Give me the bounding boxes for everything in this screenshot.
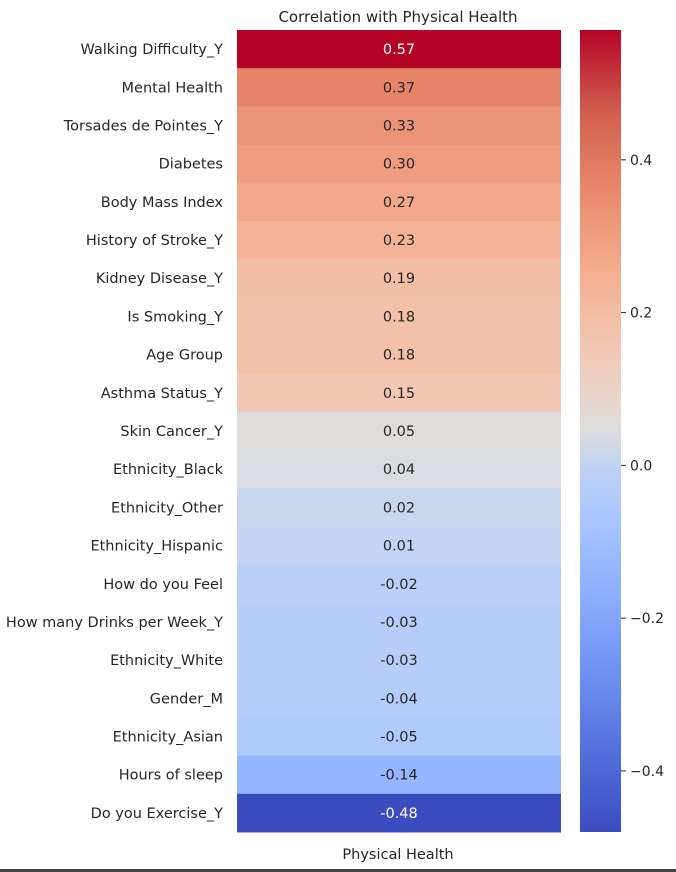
cell-value-label: 0.33 bbox=[383, 118, 415, 134]
bottom-border bbox=[0, 869, 676, 872]
row-tick-label: Ethnicity_White bbox=[110, 653, 223, 669]
row-tick-label: Hours of sleep bbox=[119, 768, 223, 784]
heatmap-cell bbox=[237, 297, 561, 337]
row-tick-label: Body Mass Index bbox=[101, 195, 224, 211]
colorbar-tick-label: 0.4 bbox=[630, 153, 652, 169]
colorbar: 0.4 0.2 0.0 −0.2 −0.4 bbox=[580, 30, 664, 832]
cell-value-label: 0.19 bbox=[383, 271, 415, 287]
cell-value-label: -0.04 bbox=[380, 691, 418, 707]
heatmap-cell bbox=[237, 259, 561, 298]
heatmap-cell bbox=[237, 641, 561, 680]
heatmap-cell bbox=[237, 564, 561, 604]
cell-value-label: -0.02 bbox=[380, 577, 418, 593]
colorbar-tick-label: 0.2 bbox=[630, 306, 652, 322]
cell-value-label: 0.27 bbox=[383, 195, 415, 211]
cell-value-label: -0.05 bbox=[380, 730, 418, 746]
cell-value-label: -0.14 bbox=[380, 768, 418, 784]
row-tick-label: Gender_M bbox=[150, 691, 223, 707]
row-tick-label: Walking Difficulty_Y bbox=[80, 42, 223, 58]
row-tick-label: Ethnicity_Asian bbox=[113, 730, 223, 746]
cell-value-label: 0.18 bbox=[383, 309, 415, 325]
heatmap-cell bbox=[237, 106, 561, 146]
row-tick-label: How do you Feel bbox=[103, 577, 223, 593]
cell-value-label: -0.48 bbox=[380, 806, 418, 822]
row-tick-label: Do you Exercise_Y bbox=[91, 806, 223, 822]
colorbar-gradient bbox=[580, 30, 621, 832]
heatmap-cell bbox=[237, 182, 561, 222]
heatmap-cell bbox=[237, 411, 561, 451]
row-tick-label: Skin Cancer_Y bbox=[120, 424, 223, 440]
heatmap-cells: 0.57 0.37 0.33 0.30 0.27 0.23 0.19 0.18 0.18 0.15… bbox=[237, 30, 561, 833]
colorbar-tick-label: 0.0 bbox=[630, 458, 652, 474]
cell-value-label: 0.15 bbox=[383, 386, 415, 402]
heatmap-cell bbox=[237, 679, 561, 718]
heatmap-cell bbox=[237, 373, 561, 413]
row-tick-label: History of Stroke_Y bbox=[86, 233, 223, 249]
row-tick-label: How many Drinks per Week_Y bbox=[6, 615, 223, 631]
row-tick-label: Mental Health bbox=[122, 80, 223, 96]
heatmap-cell bbox=[237, 68, 561, 107]
heatmap-cell bbox=[237, 526, 561, 566]
row-tick-label: Asthma Status_Y bbox=[101, 386, 223, 402]
heatmap-cell bbox=[237, 450, 561, 489]
row-tick-label: Ethnicity_Other bbox=[111, 500, 223, 516]
heatmap-cell bbox=[237, 144, 561, 184]
cell-value-label: 0.30 bbox=[383, 157, 415, 173]
cell-value-label: 0.01 bbox=[383, 539, 415, 555]
cell-value-label: -0.03 bbox=[380, 615, 418, 631]
cell-value-label: 0.37 bbox=[383, 80, 415, 96]
heatmap-cell bbox=[237, 793, 561, 833]
heatmap-cell bbox=[237, 30, 561, 69]
row-tick-label: Age Group bbox=[146, 348, 223, 364]
cell-value-label: 0.04 bbox=[383, 462, 415, 478]
cell-value-label: 0.23 bbox=[383, 233, 415, 249]
heatmap-cell bbox=[237, 717, 561, 757]
row-labels: Walking Difficulty_Y Mental Health Torsade… bbox=[6, 42, 224, 822]
colorbar-ticks: 0.4 0.2 0.0 −0.2 −0.4 bbox=[621, 153, 664, 780]
heatmap-cell bbox=[237, 602, 561, 642]
heatmap-cell bbox=[237, 220, 561, 260]
cell-value-label: 0.18 bbox=[383, 348, 415, 364]
row-tick-label: Is Smoking_Y bbox=[127, 309, 223, 325]
heatmap-cell bbox=[237, 755, 561, 795]
row-tick-label: Ethnicity_Black bbox=[113, 462, 224, 478]
cell-value-label: -0.03 bbox=[380, 653, 418, 669]
x-axis-label: Physical Health bbox=[342, 847, 453, 863]
row-tick-label: Torsades de Pointes_Y bbox=[63, 118, 223, 134]
chart-title: Correlation with Physical Health bbox=[278, 8, 517, 26]
row-tick-label: Diabetes bbox=[159, 157, 223, 173]
colorbar-tick-label: −0.4 bbox=[630, 764, 664, 780]
cell-value-label: 0.02 bbox=[383, 500, 415, 516]
cell-value-label: 0.05 bbox=[383, 424, 415, 440]
heatmap-cell bbox=[237, 488, 561, 527]
row-tick-label: Ethnicity_Hispanic bbox=[90, 539, 223, 555]
heatmap-cell bbox=[237, 335, 561, 375]
colorbar-tick-label: −0.2 bbox=[630, 611, 664, 627]
cell-value-label: 0.57 bbox=[383, 42, 415, 58]
row-tick-label: Kidney Disease_Y bbox=[96, 271, 223, 287]
